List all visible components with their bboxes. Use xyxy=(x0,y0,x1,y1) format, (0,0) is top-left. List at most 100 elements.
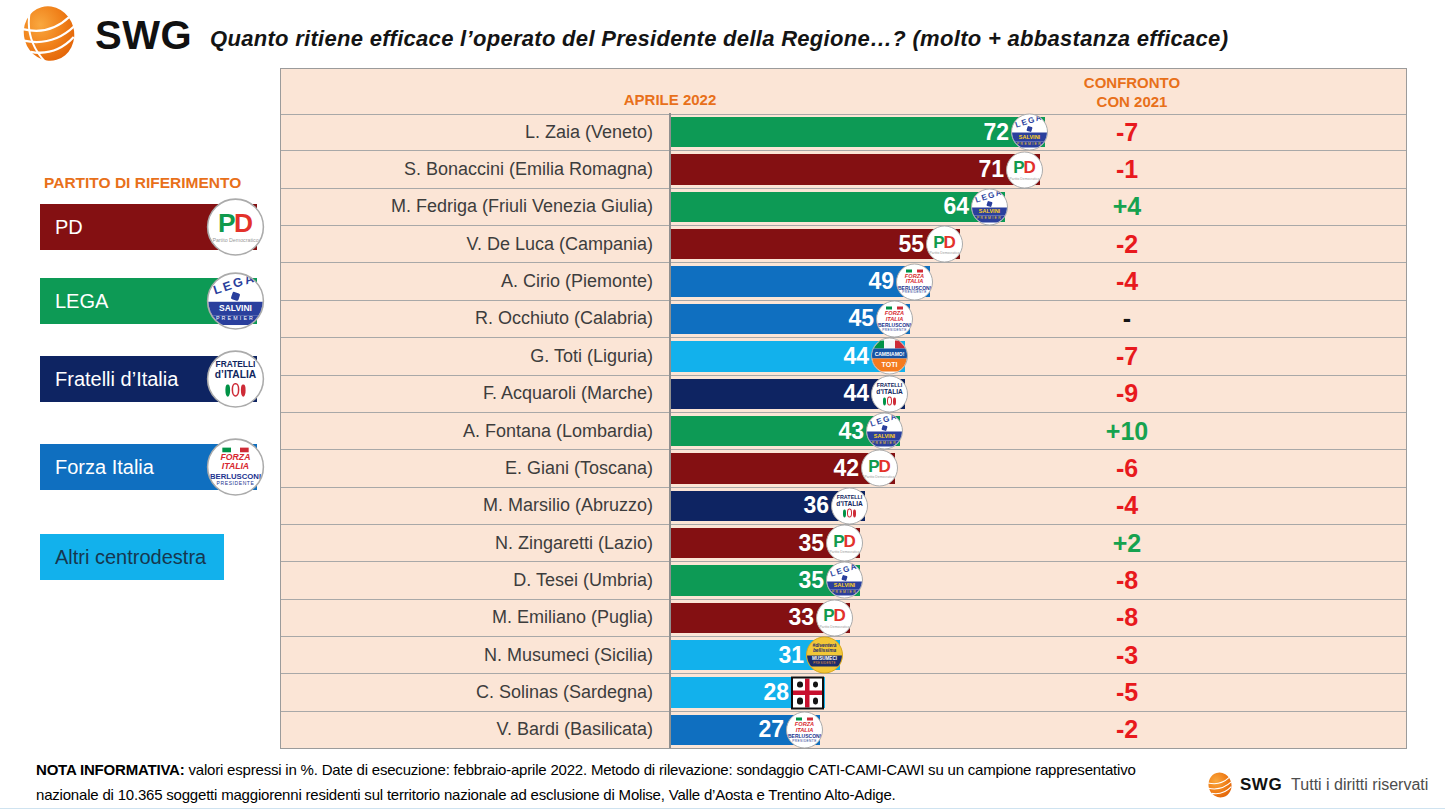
row-party-logo: CAMBIAMO!TOTI xyxy=(871,338,908,375)
row-delta: -1 xyxy=(1067,151,1187,187)
chart-row: F. Acquaroli (Marche) 44 FRATELLId’ITALI… xyxy=(281,375,1406,412)
row-bar-area: 35 LEGASALVINIPREMIER xyxy=(669,562,1406,598)
row-bar-area: 42 PDPartito Democratico xyxy=(669,450,1406,486)
row-name: A. Fontana (Lombardia) xyxy=(281,413,653,449)
row-party-logo: LEGASALVINIPREMIER xyxy=(866,413,903,450)
row-name: F. Acquaroli (Marche) xyxy=(281,376,653,412)
row-name: M. Marsilio (Abruzzo) xyxy=(281,488,653,524)
row-bar-area: 72 LEGASALVINIPREMIER xyxy=(669,114,1406,150)
legend-label: Forza Italia xyxy=(55,456,154,479)
row-bar-area: 33 PDPartito Democratico xyxy=(669,600,1406,636)
chart-row: A. Fontana (Lombardia) 43 LEGASALVINIPRE… xyxy=(281,412,1406,449)
row-delta: -7 xyxy=(1067,114,1187,150)
chart-row: V. Bardi (Basilicata) 27 FORZAITALIABERL… xyxy=(281,711,1406,748)
row-name: M. Emiliano (Puglia) xyxy=(281,600,653,636)
legend-label: Altri centrodestra xyxy=(55,546,206,569)
row-party-logo: LEGASALVINIPREMIER xyxy=(826,562,863,599)
row-name: N. Zingaretti (Lazio) xyxy=(281,525,653,561)
chart-header: APRILE 2022 CONFRONTO CON 2021 xyxy=(281,69,1406,115)
legend-label: Fratelli d’Italia xyxy=(55,368,178,391)
row-name: N. Musumeci (Sicilia) xyxy=(281,637,653,673)
row-bar-area: 64 LEGASALVINIPREMIER xyxy=(669,189,1406,225)
row-name: D. Tesei (Umbria) xyxy=(281,562,653,598)
row-bar: 71 xyxy=(669,154,1040,184)
legend-item-altri: Altri centrodestra xyxy=(40,534,224,580)
rights-text: Tutti i diritti riservati xyxy=(1291,776,1428,794)
party-logo-pd-icon: PDPartito Democratico xyxy=(926,226,963,263)
footnote-label: NOTA INFORMATIVA: xyxy=(36,761,185,778)
party-logo-lega-icon: LEGASALVINIPREMIER xyxy=(207,272,264,329)
row-party-logo: PDPartito Democratico xyxy=(926,226,963,263)
legend-item-fdi: Fratelli d’ItaliaFRATELLId’ITALIA xyxy=(40,356,257,402)
row-bar: 49 xyxy=(669,266,930,296)
row-name: C. Solinas (Sardegna) xyxy=(281,674,653,710)
row-delta: +10 xyxy=(1067,413,1187,449)
value-column-header: APRILE 2022 xyxy=(590,91,750,108)
row-bar-area: 43 LEGASALVINIPREMIER xyxy=(669,413,1406,449)
row-party-logo xyxy=(791,676,824,709)
legend-item-pd: PDPDPartito Democratico xyxy=(40,204,257,250)
party-logo-toti-icon: CAMBIAMO!TOTI xyxy=(871,338,908,375)
page-title: Quanto ritiene efficace l’operato del Pr… xyxy=(210,26,1228,52)
row-party-logo: #diventeràbellissimaMUSUMECIPRESIDENTE xyxy=(806,637,843,674)
row-name: R. Occhiuto (Calabria) xyxy=(281,301,653,337)
row-delta: -4 xyxy=(1067,263,1187,299)
party-logo-pd-icon: PDPartito Democratico xyxy=(1006,151,1043,188)
chart-row: D. Tesei (Umbria) 35 LEGASALVINIPREMIER … xyxy=(281,561,1406,598)
row-party-logo: PDPartito Democratico xyxy=(826,525,863,562)
swg-logo-text: SWG xyxy=(95,13,192,58)
row-bar-area: 49 FORZAITALIABERLUSCONIPRESIDENTE xyxy=(669,263,1406,299)
legend-item-fi: Forza ItaliaFORZAITALIABERLUSCONIPRESIDE… xyxy=(40,444,257,490)
chart-row: V. De Luca (Campania) 55 PDPartito Democ… xyxy=(281,225,1406,262)
chart-row: L. Zaia (Veneto) 72 LEGASALVINIPREMIER -… xyxy=(281,114,1406,150)
legend-title: PARTITO DI RIFERIMENTO xyxy=(44,174,241,192)
row-delta: -9 xyxy=(1067,376,1187,412)
row-party-logo: LEGASALVINIPREMIER xyxy=(1011,114,1048,151)
row-bar-area: 71 PDPartito Democratico xyxy=(669,151,1406,187)
swg-footer-text: SWG xyxy=(1240,775,1282,795)
chart-rows: L. Zaia (Veneto) 72 LEGASALVINIPREMIER -… xyxy=(281,114,1406,748)
row-delta: -2 xyxy=(1067,712,1187,748)
party-logo-fdi-icon: FRATELLId’ITALIA xyxy=(871,375,908,412)
chart-row: C. Solinas (Sardegna) 28 -5 xyxy=(281,673,1406,710)
chart-row: A. Cirio (Piemonte) 49 FORZAITALIABERLUS… xyxy=(281,262,1406,299)
row-bar: 45 xyxy=(669,304,910,334)
swg-logo-ball xyxy=(10,5,88,62)
party-logo-sardegna-icon xyxy=(791,676,824,709)
chart-row: R. Occhiuto (Calabria) 45 FORZAITALIABER… xyxy=(281,300,1406,337)
row-delta: -5 xyxy=(1067,674,1187,710)
party-logo-lega-icon: LEGASALVINIPREMIER xyxy=(1011,114,1048,151)
row-bar-area: 31 #diventeràbellissimaMUSUMECIPRESIDENT… xyxy=(669,637,1406,673)
delta-column-header: CONFRONTO CON 2021 xyxy=(1077,74,1187,112)
footnote-line1: NOTA INFORMATIVA: valori espressi in %. … xyxy=(36,758,1136,783)
row-delta: -8 xyxy=(1067,600,1187,636)
party-logo-fdi-icon: FRATELLId’ITALIA xyxy=(207,350,264,407)
row-bar-area: 36 FRATELLId’ITALIA xyxy=(669,488,1406,524)
chart-row: N. Zingaretti (Lazio) 35 PDPartito Democ… xyxy=(281,524,1406,561)
party-logo-lega-icon: LEGASALVINIPREMIER xyxy=(826,562,863,599)
party-logo-pd-icon: PDPartito Democratico xyxy=(816,599,853,636)
row-delta: -4 xyxy=(1067,488,1187,524)
chart-row: G. Toti (Liguria) 44 CAMBIAMO!TOTI -7 xyxy=(281,337,1406,374)
row-delta: - xyxy=(1067,301,1187,337)
row-delta: +2 xyxy=(1067,525,1187,561)
chart-row: E. Giani (Toscana) 42 PDPartito Democrat… xyxy=(281,449,1406,486)
row-bar-area: 28 xyxy=(669,674,1406,710)
row-party-logo: FRATELLId’ITALIA xyxy=(831,487,868,524)
row-name: G. Toti (Liguria) xyxy=(281,338,653,374)
party-logo-fi-icon: FORZAITALIABERLUSCONIPRESIDENTE xyxy=(876,300,913,337)
swg-logo-ball-small xyxy=(1206,772,1234,798)
row-bar: 64 xyxy=(669,192,1005,222)
row-party-logo: PDPartito Democratico xyxy=(816,599,853,636)
row-party-logo: FRATELLId’ITALIA xyxy=(871,375,908,412)
party-logo-pd-icon: PDPartito Democratico xyxy=(826,525,863,562)
row-delta: -2 xyxy=(1067,226,1187,262)
row-bar: 44 xyxy=(669,379,905,409)
row-name: V. Bardi (Basilicata) xyxy=(281,712,653,748)
chart-row: M. Emiliano (Puglia) 33 PDPartito Democr… xyxy=(281,599,1406,636)
row-bar-area: 55 PDPartito Democratico xyxy=(669,226,1406,262)
row-bar-area: 44 FRATELLId’ITALIA xyxy=(669,376,1406,412)
legend-label: LEGA xyxy=(55,290,108,313)
footer-brand: SWG Tutti i diritti riservati xyxy=(1206,772,1428,798)
row-bar: 44 xyxy=(669,341,905,371)
